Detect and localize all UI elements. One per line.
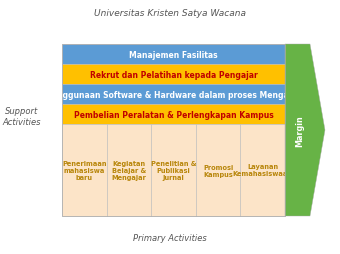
Text: Penelitian &
Publikasi
Jurnal: Penelitian & Publikasi Jurnal [151, 160, 196, 180]
Text: Manajemen Fasilitas: Manajemen Fasilitas [129, 50, 218, 59]
Bar [62, 45, 285, 65]
Bar [151, 124, 196, 216]
Text: Rekrut dan Pelatihan kepada Pengajar: Rekrut dan Pelatihan kepada Pengajar [90, 70, 257, 79]
Polygon shape [285, 45, 325, 216]
Bar [62, 45, 285, 216]
Text: Margin: Margin [295, 115, 304, 146]
Text: Universitas Kristen Satya Wacana: Universitas Kristen Satya Wacana [94, 8, 246, 18]
Bar [62, 65, 285, 85]
Text: Kegiatan
Belajar &
Mengajar: Kegiatan Belajar & Mengajar [112, 160, 146, 180]
Text: Layanan
Kemahasiswaan: Layanan Kemahasiswaan [233, 164, 293, 177]
Text: Pembelian Peralatan & Perlengkapan Kampus: Pembelian Peralatan & Perlengkapan Kampu… [74, 110, 273, 119]
Bar [62, 124, 107, 216]
Bar [107, 124, 151, 216]
Text: Penerimaan
mahasiswa
baru: Penerimaan mahasiswa baru [62, 160, 106, 180]
Text: Support
Activities: Support Activities [3, 107, 41, 126]
Bar [196, 124, 240, 216]
Bar [240, 124, 285, 216]
Bar [62, 105, 285, 124]
Text: Promosi
Kampus: Promosi Kampus [203, 164, 233, 177]
Text: Primary Activities: Primary Activities [133, 234, 207, 243]
Bar [62, 85, 285, 105]
Text: Penggunaan Software & Hardware dalam proses Mengajar: Penggunaan Software & Hardware dalam pro… [46, 90, 301, 99]
